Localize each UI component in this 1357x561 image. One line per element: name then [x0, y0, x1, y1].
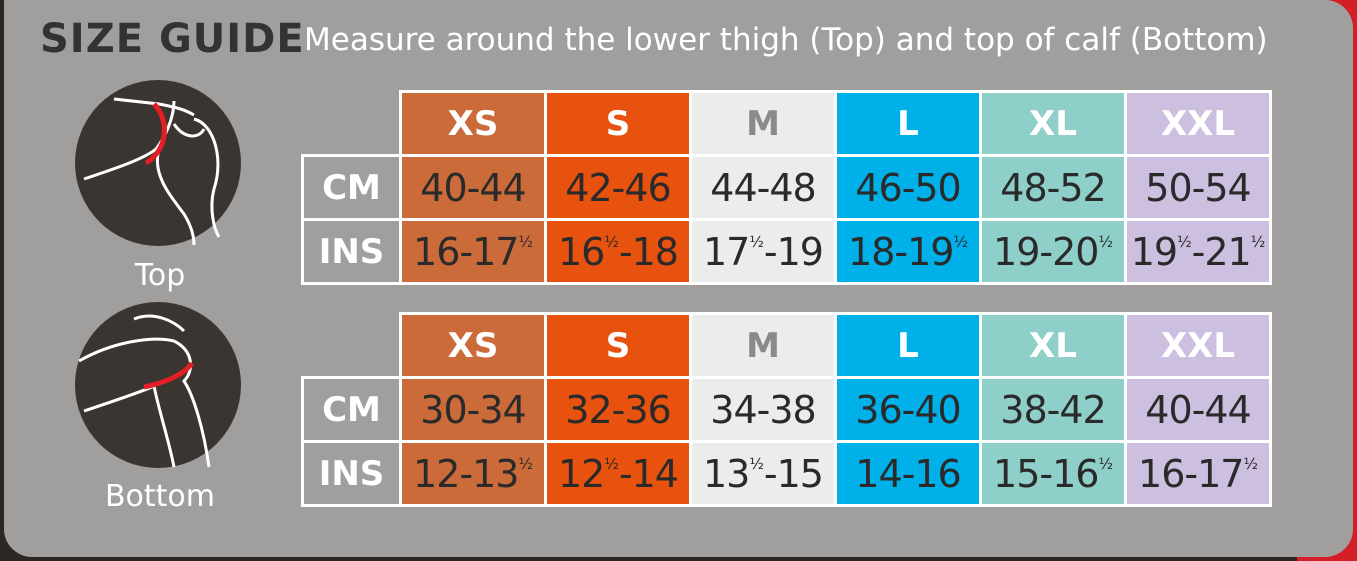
table-label: Top	[134, 258, 186, 293]
measure-row: INS 12-13½ 12½-14 13½-15 14-16 15-16½ 16-17½	[301, 440, 1272, 507]
measure-cell: 16-17½	[399, 218, 547, 285]
unit-label: CM	[301, 154, 402, 221]
measure-cell: 48-52	[979, 154, 1127, 221]
measure-cell: 46-50	[834, 154, 982, 221]
measure-cell: 34-38	[689, 376, 837, 443]
measure-cell: 18-19½	[834, 218, 982, 285]
size-header: L	[834, 90, 982, 157]
measure-row: CM 30-34 32-36 34-38 36-40 38-42 40-44	[301, 376, 1272, 443]
header-row: XS S M L XL XXL	[302, 90, 1272, 157]
unit-label: INS	[301, 218, 402, 285]
size-header: XS	[399, 90, 547, 157]
subtitle: Measure around the lower thigh (Top) and…	[304, 22, 1268, 58]
table-label: Bottom	[104, 479, 216, 514]
measure-row: CM 40-44 42-46 44-48 46-50 48-52 50-54	[301, 154, 1272, 221]
size-header: XL	[979, 90, 1127, 157]
measure-cell: 16-17½	[1124, 440, 1272, 507]
unit-label: CM	[301, 376, 402, 443]
title: SIZE GUIDE	[40, 16, 305, 62]
measure-cell: 19½-21½	[1124, 218, 1272, 285]
measure-cell: 12-13½	[399, 440, 547, 507]
measure-cell: 40-44	[1124, 376, 1272, 443]
blank-cell	[302, 91, 401, 157]
measure-cell: 42-46	[544, 154, 692, 221]
measure-cell: 15-16½	[979, 440, 1127, 507]
size-header: XS	[399, 312, 547, 379]
size-header: S	[544, 312, 692, 379]
measure-cell: 13½-15	[689, 440, 837, 507]
measure-cell: 17½-19	[689, 218, 837, 285]
measure-cell: 44-48	[689, 154, 837, 221]
measure-cell: 30-34	[399, 376, 547, 443]
size-table: XS S M L XL XXL CM 40-44 42-46 44-48 46-50 48-52 50-…	[301, 90, 1272, 285]
size-header: L	[834, 312, 982, 379]
size-header: XL	[979, 312, 1127, 379]
size-header: XXL	[1124, 90, 1272, 157]
measure-cell: 12½-14	[544, 440, 692, 507]
size-header: M	[689, 90, 837, 157]
size-header: XXL	[1124, 312, 1272, 379]
knee-top-icon	[75, 80, 241, 246]
measure-row: INS 16-17½ 16½-18 17½-19 18-19½ 19-20½ 19½-21½	[301, 218, 1272, 285]
measure-cell: 50-54	[1124, 154, 1272, 221]
blank-cell	[302, 313, 401, 379]
size-header: M	[689, 312, 837, 379]
measure-cell: 40-44	[399, 154, 547, 221]
measure-cell: 36-40	[834, 376, 982, 443]
measure-cell: 32-36	[544, 376, 692, 443]
measure-cell: 38-42	[979, 376, 1127, 443]
size-table: XS S M L XL XXL CM 30-34 32-36 34-38 36-40 38-42 40-…	[301, 312, 1272, 507]
measure-cell: 19-20½	[979, 218, 1127, 285]
header-row: XS S M L XL XXL	[302, 312, 1272, 379]
unit-label: INS	[301, 440, 402, 507]
measure-cell: 14-16	[834, 440, 982, 507]
knee-bottom-icon	[75, 302, 241, 468]
size-header: S	[544, 90, 692, 157]
measure-cell: 16½-18	[544, 218, 692, 285]
